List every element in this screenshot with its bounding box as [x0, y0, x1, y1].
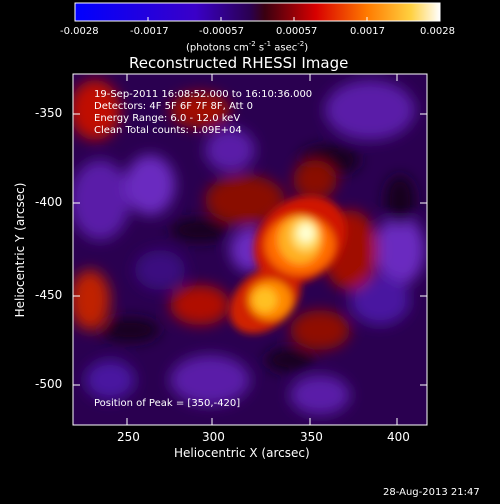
- image-map: [73, 74, 427, 425]
- footer-timestamp: 28-Aug-2013 21:47: [383, 487, 480, 498]
- x-axis-ticks: [126, 74, 398, 425]
- x-tick-label: 350: [300, 430, 323, 444]
- annotation-clean-counts: Clean Total counts: 1.09E+04: [94, 125, 242, 136]
- y-tick-label: -350: [35, 106, 63, 120]
- y-axis-ticks: [73, 113, 427, 386]
- x-tick-label: 250: [117, 430, 140, 444]
- colorbar-tick-label: 0.0017: [350, 26, 385, 37]
- x-tick-label: 400: [387, 430, 410, 444]
- colorbar-tick-label: 0.00057: [276, 26, 318, 37]
- x-tick-label: 300: [202, 430, 225, 444]
- y-tick-label: -400: [35, 195, 63, 209]
- y-axis-label: Heliocentric Y (arcsec): [13, 183, 27, 318]
- y-tick-label: -450: [35, 288, 63, 302]
- colorbar-tick-label: 0.0028: [420, 26, 455, 37]
- colorbar-tick-label: -0.00057: [199, 26, 244, 37]
- peak-position-label: Position of Peak = [350,-420]: [94, 398, 241, 409]
- plot-title: Reconstructed RHESSI Image: [129, 54, 349, 72]
- colorbar: [74, 2, 441, 22]
- colorbar-unit-label: (photons cm-2 s-1 asec-2): [186, 40, 309, 54]
- colorbar-ticks: [74, 17, 441, 21]
- annotation-time-range: 19-Sep-2011 16:08:52.000 to 16:10:36.000: [94, 89, 313, 100]
- annotation-energy-range: Energy Range: 6.0 - 12.0 keV: [94, 113, 241, 124]
- annotation-detectors: Detectors: 4F 5F 6F 7F 8F, Att 0: [94, 101, 254, 112]
- colorbar-tick-label: -0.0017: [130, 26, 169, 37]
- plot-frame: [72, 73, 428, 426]
- y-tick-label: -500: [35, 377, 63, 391]
- x-axis-label: Heliocentric X (arcsec): [174, 446, 310, 460]
- colorbar-tick-label: -0.0028: [60, 26, 99, 37]
